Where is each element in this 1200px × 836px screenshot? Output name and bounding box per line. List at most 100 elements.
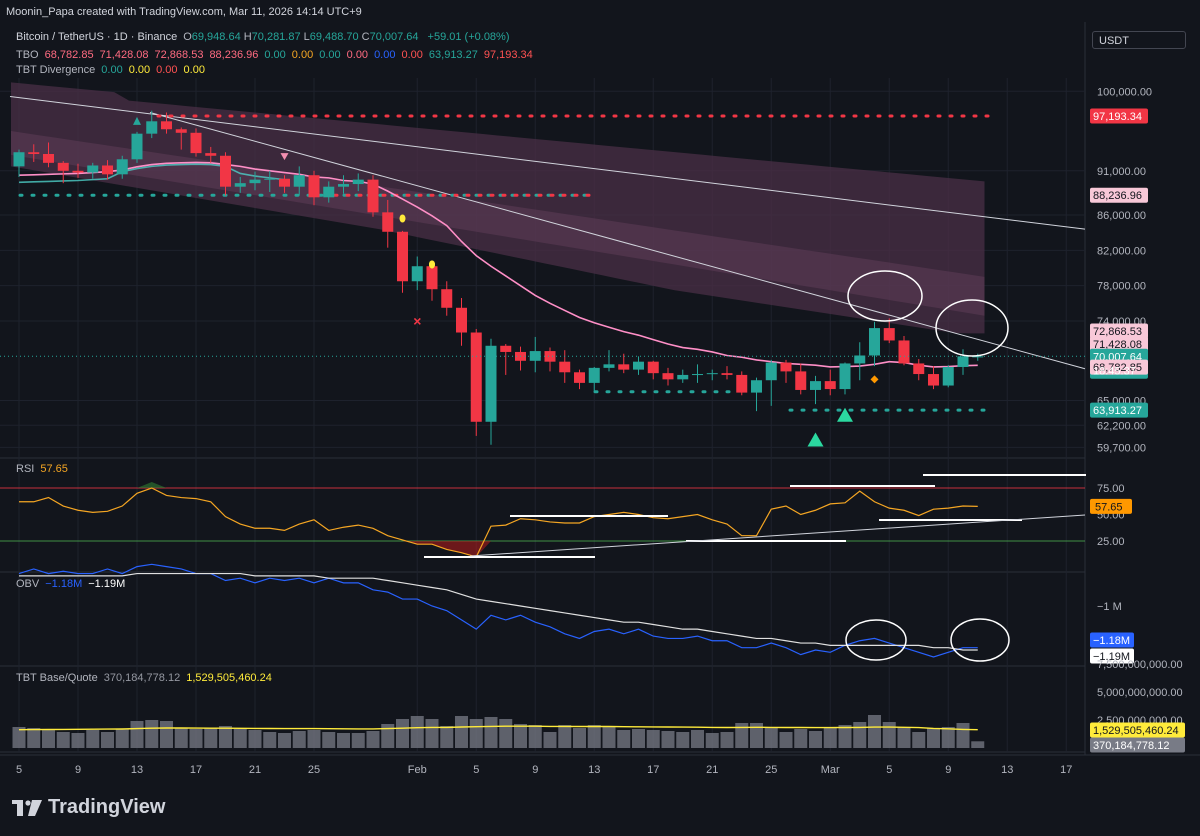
volume-bar-59 xyxy=(882,722,896,748)
time-tick-9: 13 xyxy=(588,764,600,776)
volume-bar-43 xyxy=(646,730,660,748)
volume-bar-0 xyxy=(12,727,26,748)
volume-bar-21 xyxy=(322,732,336,748)
candle-body-60 xyxy=(898,340,910,364)
ohlc-values: O69,948.64 H70,281.87 L69,488.70 C70,007.64 xyxy=(183,31,421,43)
time-tick-10: 17 xyxy=(647,764,659,776)
yellow-signal-26 xyxy=(399,214,406,223)
obv-label-bg-0 xyxy=(1090,632,1134,648)
obv-label-bg-1 xyxy=(1090,648,1134,664)
volume-bar-28 xyxy=(425,719,439,748)
volume-bar-1 xyxy=(27,728,41,748)
ohlc-item-3: C70,007.64 xyxy=(361,31,419,43)
price-label-3: 71,428.08 xyxy=(1093,339,1142,351)
sell-marker-small xyxy=(280,153,289,161)
volume-bar-23 xyxy=(351,733,365,748)
volume-bar-34 xyxy=(514,724,527,748)
volume-bar-45 xyxy=(676,732,690,748)
price-tick-4: 78,000.00 xyxy=(1097,281,1146,293)
volume-tick-1: 5,000,000,000.00 xyxy=(1097,687,1183,699)
obv-annotation-circle-1 xyxy=(845,619,907,661)
tbt-div-value-2: 0.00 xyxy=(156,64,178,76)
candle-body-59 xyxy=(883,328,895,341)
obv-annotation-circle-2 xyxy=(950,618,1010,662)
currency-button[interactable]: USDT xyxy=(1092,31,1186,49)
volume-label-1: 370,184,778.12 xyxy=(1093,740,1169,752)
time-tick-0: 5 xyxy=(16,764,22,776)
price-label-bg-0 xyxy=(1090,108,1148,124)
volume-bar-52 xyxy=(779,732,793,748)
obv-name: OBV xyxy=(16,578,40,590)
candle-body-46 xyxy=(692,374,703,376)
volume-bar-13 xyxy=(204,728,218,748)
yellow-signal-28b xyxy=(429,260,435,269)
candle-body-50 xyxy=(751,380,762,393)
price-tick-3: 82,000.00 xyxy=(1097,245,1146,257)
candle-body-24 xyxy=(367,179,379,213)
candle-body-48 xyxy=(721,373,733,375)
candle-body-27 xyxy=(411,266,423,282)
obv-label-1: −1.19M xyxy=(1093,651,1130,663)
volume-bar-20 xyxy=(307,730,321,748)
candle-body-35 xyxy=(529,351,541,361)
candle-body-17 xyxy=(264,178,276,180)
time-tick-4: 21 xyxy=(249,764,261,776)
price-label-bg-6 xyxy=(1090,402,1148,418)
time-tick-14: 5 xyxy=(886,764,892,776)
trendline-lower xyxy=(149,111,1086,370)
price-label-bg-1 xyxy=(1090,187,1148,203)
time-tick-17: 17 xyxy=(1060,764,1072,776)
candle-body-26 xyxy=(397,231,408,282)
time-tick-3: 17 xyxy=(190,764,202,776)
candle-body-53 xyxy=(795,371,807,390)
candle-body-14 xyxy=(220,155,231,187)
base-quote-value-2: 1,529,505,460.24 xyxy=(186,672,272,684)
candle-countdown: 18:45:37 xyxy=(1093,365,1136,377)
candle-body-41 xyxy=(618,364,630,370)
main-legend: Bitcoin / TetherUS · 1D · Binance O69,948… xyxy=(16,31,516,43)
annotation-circle-1 xyxy=(847,270,923,322)
candle-body-31 xyxy=(470,332,482,422)
tbt-div-value-1: 0.00 xyxy=(128,64,151,76)
tbt-div-value-0: 0.00 xyxy=(101,64,123,76)
candle-body-45 xyxy=(677,374,689,380)
volume-bar-38 xyxy=(573,728,586,748)
rsi-value: 57.65 xyxy=(40,463,68,475)
diamond-marker xyxy=(870,375,879,384)
created-header: Moonin_Papa created with TradingView.com… xyxy=(6,6,362,18)
volume-bar-53 xyxy=(794,729,808,748)
volume-bar-65 xyxy=(971,741,985,748)
candle-body-64 xyxy=(957,356,969,367)
obv-value-2: −1.19M xyxy=(88,578,126,590)
rsi-label-bg xyxy=(1090,498,1132,514)
volume-bar-51 xyxy=(764,727,778,748)
volume-bar-50 xyxy=(750,723,763,748)
volume-bar-22 xyxy=(337,733,350,748)
candle-body-15 xyxy=(234,183,246,187)
rsi-trendline xyxy=(469,514,1086,557)
tbo-name: TBO xyxy=(16,49,39,61)
volume-bar-5 xyxy=(86,730,100,748)
volume-bar-49 xyxy=(735,723,749,748)
candle-body-0 xyxy=(13,152,25,167)
time-tick-8: 9 xyxy=(532,764,538,776)
candle-body-30 xyxy=(456,307,467,333)
volume-bar-6 xyxy=(101,732,114,748)
brand-name: TradingView xyxy=(48,796,166,818)
volume-bar-54 xyxy=(809,731,822,748)
tbo-value-11: 97,193.34 xyxy=(483,49,533,61)
candle-body-58 xyxy=(869,328,880,356)
candle-body-25 xyxy=(382,212,394,232)
volume-bar-26 xyxy=(396,719,409,748)
base-quote-name: TBT Base/Quote xyxy=(16,672,98,684)
volume-bar-36 xyxy=(543,732,557,748)
tbo-value-6: 0.00 xyxy=(319,49,341,61)
volume-bar-15 xyxy=(233,729,247,748)
candle-body-19 xyxy=(293,175,305,187)
candle-body-43 xyxy=(647,361,659,374)
tbo-legend: TBO 68,782.85 71,428.08 72,868.53 88,236.96 0… xyxy=(16,49,545,61)
obv-value-1: −1.18M xyxy=(45,578,83,590)
obv-legend: OBV −1.18M −1.19M xyxy=(16,578,131,590)
volume-bar-32 xyxy=(484,717,498,748)
